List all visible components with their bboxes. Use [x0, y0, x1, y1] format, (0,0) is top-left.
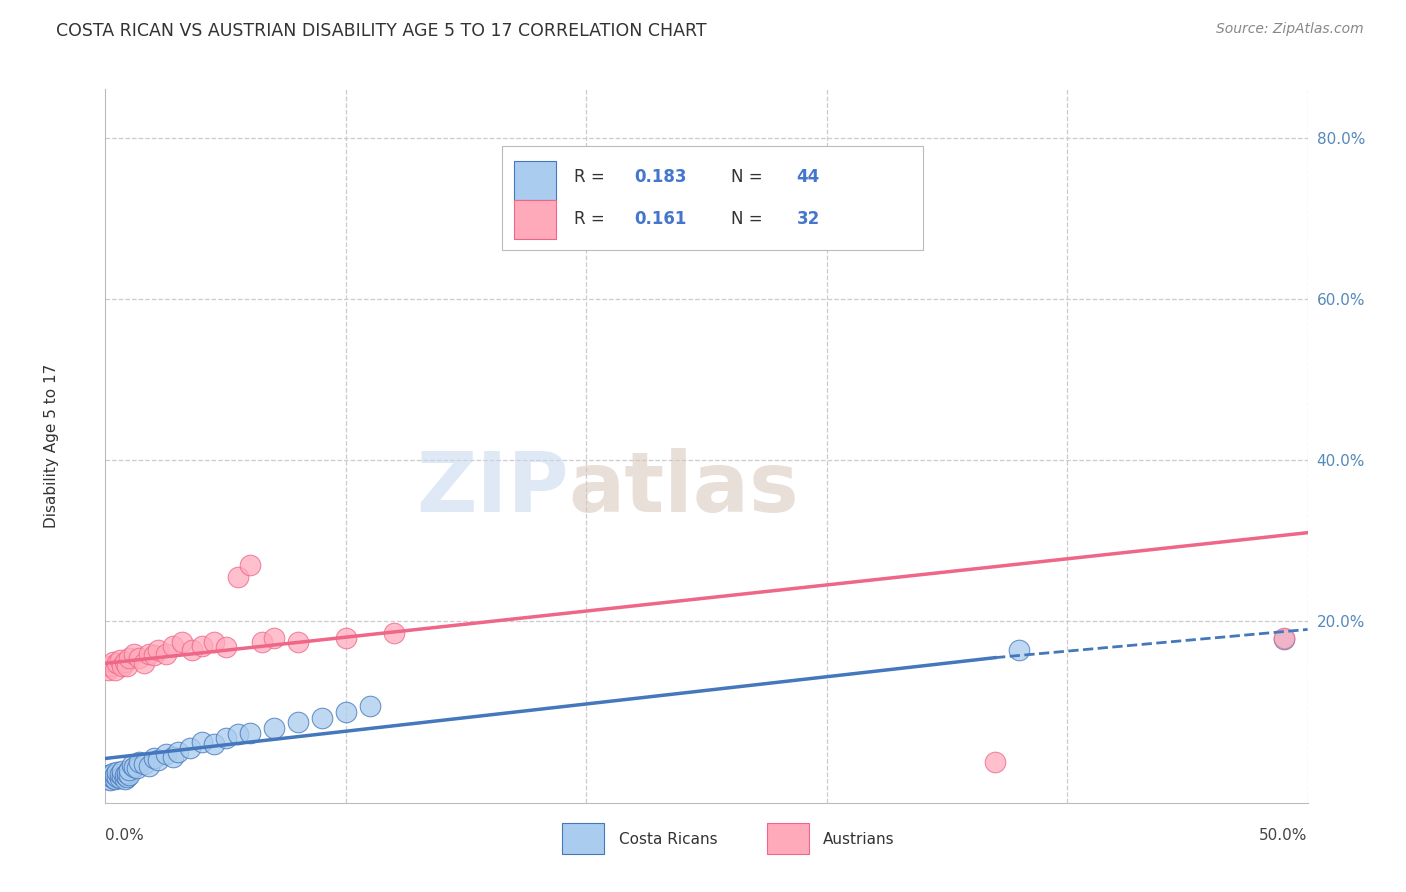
- Point: [111, 764, 134, 778]
- Text: Costa Ricans: Costa Ricans: [619, 832, 717, 847]
- Point: [114, 772, 136, 786]
- Point: [107, 657, 129, 671]
- Point: [97, 772, 120, 786]
- Point: [121, 758, 143, 772]
- Point: [111, 769, 134, 783]
- Point: [118, 768, 141, 782]
- Point: [359, 699, 381, 714]
- Text: N =: N =: [731, 168, 762, 186]
- Point: [162, 639, 184, 653]
- Point: [190, 735, 212, 749]
- Point: [108, 653, 131, 667]
- Point: [226, 727, 249, 741]
- Point: [239, 725, 262, 739]
- Point: [1272, 632, 1295, 646]
- Point: [128, 756, 150, 770]
- Point: [104, 663, 127, 677]
- Point: [97, 767, 120, 781]
- Point: [115, 658, 138, 673]
- Text: Austrians: Austrians: [823, 832, 894, 847]
- FancyBboxPatch shape: [562, 822, 605, 855]
- Point: [162, 749, 184, 764]
- Point: [108, 766, 131, 780]
- Text: 0.183: 0.183: [634, 168, 688, 186]
- Point: [155, 647, 177, 661]
- Text: 0.0%: 0.0%: [105, 828, 145, 843]
- Point: [179, 741, 201, 756]
- Point: [98, 769, 121, 783]
- Point: [250, 634, 273, 648]
- Text: 0.161: 0.161: [634, 211, 686, 228]
- Point: [148, 642, 170, 657]
- Point: [202, 634, 225, 648]
- Text: N =: N =: [731, 211, 762, 228]
- Point: [97, 663, 120, 677]
- Point: [1008, 642, 1031, 657]
- Text: Disability Age 5 to 17: Disability Age 5 to 17: [44, 364, 59, 528]
- Point: [138, 647, 160, 661]
- Point: [190, 639, 212, 653]
- Point: [263, 631, 285, 645]
- Point: [287, 715, 309, 730]
- Point: [101, 655, 124, 669]
- Point: [128, 650, 150, 665]
- Point: [239, 558, 262, 572]
- Point: [142, 648, 165, 663]
- Point: [263, 721, 285, 735]
- Text: R =: R =: [574, 168, 605, 186]
- FancyBboxPatch shape: [502, 146, 922, 250]
- Point: [115, 770, 138, 784]
- Point: [226, 570, 249, 584]
- Point: [132, 657, 155, 671]
- Point: [124, 647, 146, 661]
- Point: [101, 771, 124, 785]
- Text: COSTA RICAN VS AUSTRIAN DISABILITY AGE 5 TO 17 CORRELATION CHART: COSTA RICAN VS AUSTRIAN DISABILITY AGE 5…: [56, 22, 707, 40]
- Point: [115, 766, 138, 780]
- Point: [142, 751, 165, 765]
- Point: [108, 771, 131, 785]
- FancyBboxPatch shape: [515, 161, 557, 200]
- Text: R =: R =: [574, 211, 605, 228]
- Point: [214, 731, 236, 746]
- Point: [107, 765, 129, 780]
- Point: [98, 658, 121, 673]
- Point: [101, 766, 124, 780]
- Point: [114, 767, 136, 781]
- FancyBboxPatch shape: [515, 200, 557, 239]
- Point: [114, 655, 136, 669]
- Point: [107, 770, 129, 784]
- Point: [172, 634, 194, 648]
- Point: [335, 705, 357, 719]
- Point: [104, 772, 127, 787]
- Point: [138, 758, 160, 772]
- Point: [214, 640, 236, 655]
- Text: Source: ZipAtlas.com: Source: ZipAtlas.com: [1216, 22, 1364, 37]
- Point: [311, 711, 333, 725]
- Point: [124, 759, 146, 773]
- Point: [335, 631, 357, 645]
- Text: 32: 32: [797, 211, 820, 228]
- Point: [155, 747, 177, 762]
- Point: [132, 757, 155, 772]
- Point: [104, 768, 127, 782]
- Point: [125, 761, 148, 775]
- Point: [984, 756, 1007, 770]
- Point: [181, 642, 204, 657]
- Point: [382, 626, 405, 640]
- FancyBboxPatch shape: [766, 822, 808, 855]
- Point: [111, 658, 134, 673]
- Text: 44: 44: [797, 168, 820, 186]
- Point: [202, 737, 225, 751]
- Text: atlas: atlas: [568, 449, 799, 529]
- Point: [98, 773, 121, 788]
- Point: [118, 763, 141, 777]
- Text: ZIP: ZIP: [416, 449, 568, 529]
- Text: 50.0%: 50.0%: [1260, 828, 1308, 843]
- Point: [148, 753, 170, 767]
- Point: [118, 650, 141, 665]
- Point: [166, 745, 188, 759]
- Point: [287, 634, 309, 648]
- Point: [1272, 631, 1295, 645]
